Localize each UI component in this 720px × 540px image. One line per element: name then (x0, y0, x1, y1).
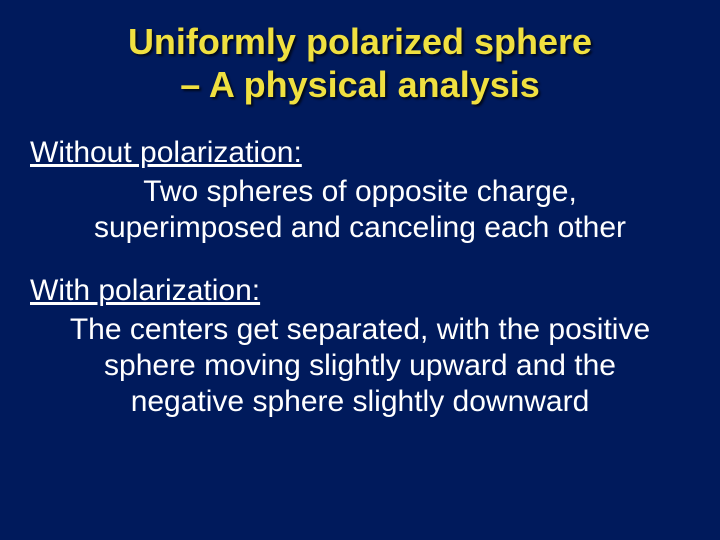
section-without: Without polarization: Two spheres of opp… (30, 136, 690, 246)
body-with: The centers get separated, with the posi… (30, 312, 690, 420)
section-with: With polarization: The centers get separ… (30, 274, 690, 420)
slide: Uniformly polarized sphere – A physical … (0, 0, 720, 540)
slide-title: Uniformly polarized sphere – A physical … (30, 20, 690, 106)
body-without: Two spheres of opposite charge, superimp… (30, 174, 690, 246)
title-line-2: – A physical analysis (180, 64, 540, 105)
heading-with: With polarization: (30, 274, 690, 308)
title-line-1: Uniformly polarized sphere (128, 21, 592, 62)
heading-without: Without polarization: (30, 136, 690, 170)
